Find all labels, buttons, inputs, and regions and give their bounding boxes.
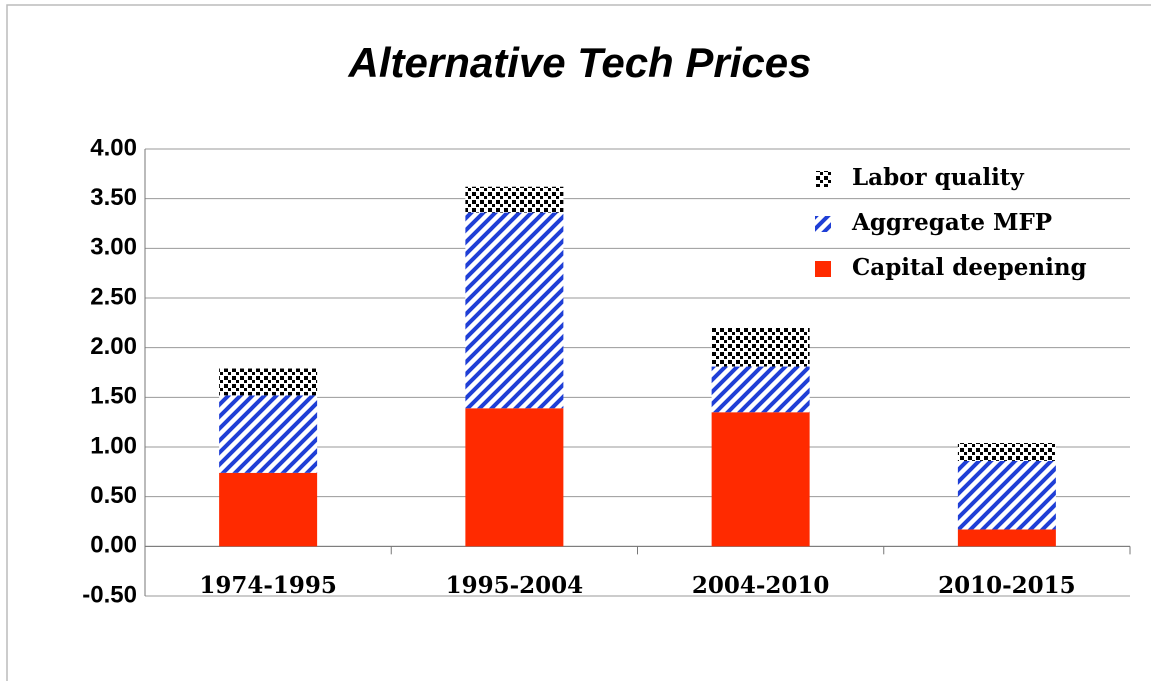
y-tick-label: 1.00 [90, 432, 137, 459]
legend-label: Labor quality [852, 164, 1024, 191]
bar-segment [465, 408, 564, 547]
y-tick-label: 3.50 [90, 184, 137, 211]
bar-segment [711, 327, 810, 367]
x-tick-label: 1974-1995 [199, 572, 337, 599]
bar-segment [957, 529, 1056, 547]
y-tick-label: 2.00 [90, 333, 137, 360]
legend-swatch [815, 216, 831, 232]
x-tick-label: 1995-2004 [446, 572, 584, 599]
y-tick-label: 2.50 [90, 283, 137, 310]
y-tick-label: 3.00 [90, 234, 137, 261]
legend-swatch [815, 171, 831, 187]
legend-swatch [815, 261, 831, 277]
y-tick-label: 0.00 [90, 532, 137, 559]
bar-segment [711, 366, 810, 413]
y-tick-label: 4.00 [90, 134, 137, 161]
frame [6, 4, 1151, 681]
bar-segment [465, 186, 564, 213]
bar-segment [465, 212, 564, 409]
x-tick-label: 2010-2015 [938, 572, 1076, 599]
x-tick-label: 2004-2010 [692, 572, 830, 599]
legend-label: Capital deepening [852, 254, 1087, 281]
bar-segment [711, 412, 810, 547]
bar-segment [219, 395, 318, 473]
bar-segment [957, 460, 1056, 530]
y-tick-label: 1.50 [90, 383, 137, 410]
legend-label: Aggregate MFP [851, 209, 1052, 236]
bar-segment [957, 443, 1056, 461]
chart-title: Alternative Tech Prices [348, 39, 812, 86]
y-tick-label: 0.50 [90, 482, 137, 509]
bar-segment [219, 368, 318, 396]
y-tick-label: -0.50 [82, 581, 137, 608]
bar-segment [219, 472, 318, 547]
